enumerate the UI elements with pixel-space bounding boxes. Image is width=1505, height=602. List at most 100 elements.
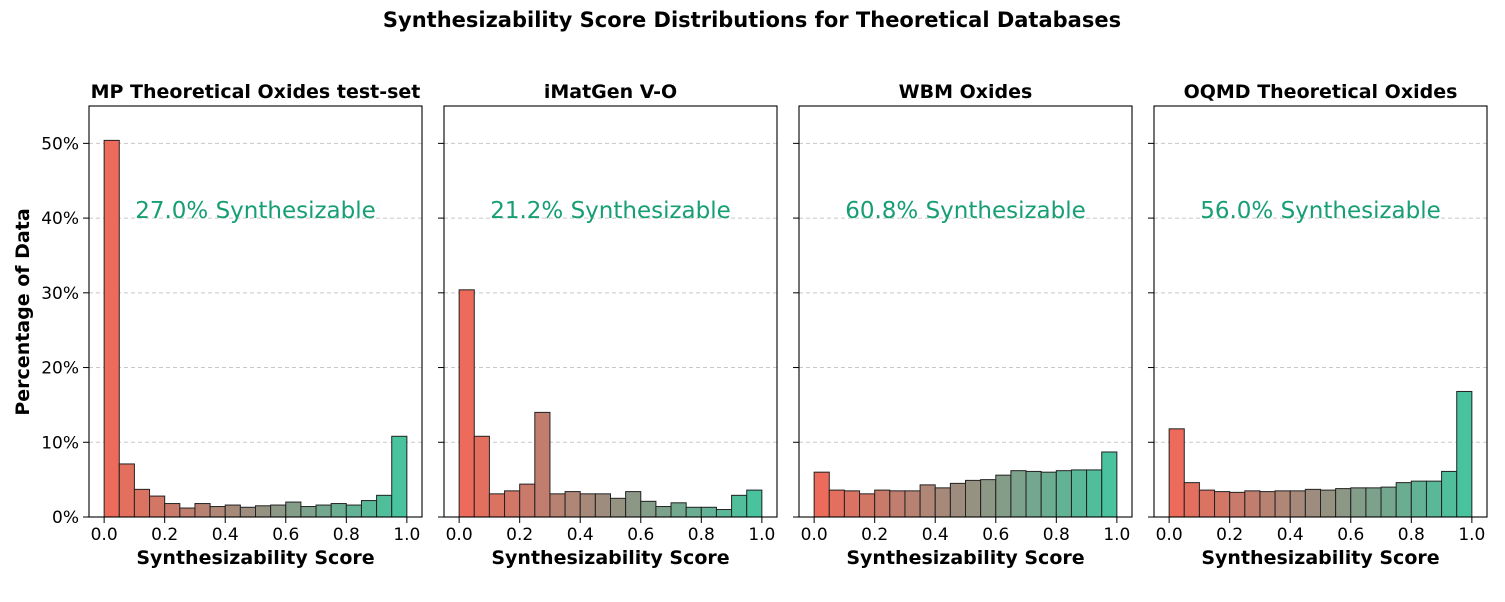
- bar: [133, 488, 151, 518]
- bar: [610, 497, 627, 518]
- bar: [1425, 480, 1443, 518]
- bar: [965, 479, 982, 518]
- x-tick-label: 0.8: [333, 525, 360, 545]
- bar: [1456, 390, 1473, 518]
- bar: [1086, 469, 1103, 518]
- x-axis-label: Synthesizability Score: [136, 547, 374, 569]
- bar: [164, 503, 181, 518]
- bar: [828, 489, 845, 518]
- x-tick-label: 0.0: [91, 525, 118, 545]
- bar: [103, 139, 120, 518]
- bar: [934, 487, 951, 518]
- y-tick-label: 0%: [52, 508, 79, 528]
- bar: [625, 491, 642, 518]
- bar: [1304, 488, 1322, 518]
- bar: [209, 506, 226, 518]
- bar: [1289, 490, 1306, 518]
- bar: [1214, 491, 1231, 518]
- x-tick-label: 0.8: [1043, 525, 1070, 545]
- bar: [330, 503, 347, 518]
- bar: [534, 411, 551, 518]
- bar: [874, 489, 891, 518]
- bar: [1380, 486, 1397, 518]
- x-tick-label: 0.6: [272, 525, 299, 545]
- bar: [1365, 487, 1382, 518]
- synthesizable-annotation: 56.0% Synthesizable: [1200, 198, 1441, 224]
- bar: [949, 482, 967, 518]
- bar: [1040, 471, 1057, 518]
- x-tick-label: 0.2: [1216, 525, 1243, 545]
- bar: [1229, 491, 1246, 518]
- bar: [1395, 482, 1412, 518]
- panel-3: 0.0 0.2 0.4 0.6 0.8 1.0 WBM Oxides Synthesizabi…: [793, 81, 1133, 569]
- x-tick-label: 0.4: [567, 525, 594, 545]
- panel-1: 0% 10% 20% 30% 40% 50% 0.0 0.2 0.4 0.6 0.8 1.0 MP Th…: [41, 81, 423, 569]
- bar: [285, 501, 302, 518]
- bar: [640, 500, 657, 518]
- bar: [488, 493, 506, 518]
- bar: [270, 504, 287, 518]
- y-tick-label: 20%: [41, 359, 79, 379]
- bar: [1198, 489, 1216, 518]
- bar: [1410, 480, 1427, 518]
- y-tick-label: 50%: [41, 134, 79, 154]
- x-tick-label: 1.0: [393, 525, 420, 545]
- bar: [594, 493, 612, 518]
- bar: [519, 483, 536, 518]
- bar: [746, 489, 763, 518]
- bar: [473, 435, 490, 518]
- bar: [1025, 470, 1042, 518]
- bar: [995, 474, 1012, 518]
- x-tick-label: 0.0: [446, 525, 473, 545]
- bar: [1441, 470, 1458, 518]
- bar: [670, 502, 687, 518]
- bar: [980, 479, 997, 518]
- panel-4: 0.0 0.2 0.4 0.6 0.8 1.0 OQMD Theoretical Oxide…: [1148, 81, 1488, 569]
- bar: [1259, 491, 1276, 518]
- panel-2: 0.0 0.2 0.4 0.6 0.8 1.0 iMatGen V-O Synthesizab…: [438, 81, 778, 569]
- bar: [1101, 451, 1118, 518]
- bar: [239, 506, 256, 518]
- y-tick-label: 30%: [41, 284, 79, 304]
- y-axis-label: Percentage of Data: [12, 208, 34, 415]
- x-tick-label: 0.4: [922, 525, 949, 545]
- bar: [224, 504, 241, 518]
- synthesizable-annotation: 27.0% Synthesizable: [135, 198, 376, 224]
- bar: [1055, 470, 1072, 518]
- bar: [843, 490, 861, 518]
- bar: [391, 435, 408, 518]
- y-tick-label: 40%: [41, 209, 79, 229]
- bar: [255, 505, 272, 518]
- synthesizable-annotation: 60.8% Synthesizable: [845, 198, 1086, 224]
- bar: [118, 463, 135, 518]
- bar: [919, 484, 936, 518]
- bar: [1320, 489, 1337, 518]
- bar: [1183, 482, 1200, 518]
- synthesizable-annotation: 21.2% Synthesizable: [490, 198, 731, 224]
- x-tick-label: 0.0: [801, 525, 828, 545]
- bar: [458, 289, 475, 518]
- x-tick-label: 0.2: [506, 525, 533, 545]
- x-tick-label: 0.8: [688, 525, 715, 545]
- plot-frame: [798, 105, 1133, 518]
- bar: [655, 506, 672, 518]
- plot-frame: [443, 105, 778, 518]
- bar: [1010, 470, 1027, 518]
- bar: [1350, 487, 1367, 518]
- bar: [1244, 490, 1261, 518]
- x-tick-label: 0.0: [1156, 525, 1183, 545]
- bar: [859, 493, 876, 518]
- panel-title: OQMD Theoretical Oxides: [1184, 81, 1458, 103]
- panel-title: MP Theoretical Oxides test-set: [91, 81, 421, 103]
- x-axis-label: Synthesizability Score: [846, 547, 1084, 569]
- x-tick-label: 0.2: [861, 525, 888, 545]
- bar: [376, 494, 393, 518]
- x-axis-label: Synthesizability Score: [491, 547, 729, 569]
- x-tick-label: 1.0: [748, 525, 775, 545]
- panel-title: iMatGen V-O: [544, 81, 677, 103]
- x-tick-label: 0.6: [1337, 525, 1364, 545]
- x-tick-label: 0.6: [982, 525, 1009, 545]
- bar: [149, 495, 166, 518]
- bar: [715, 509, 733, 518]
